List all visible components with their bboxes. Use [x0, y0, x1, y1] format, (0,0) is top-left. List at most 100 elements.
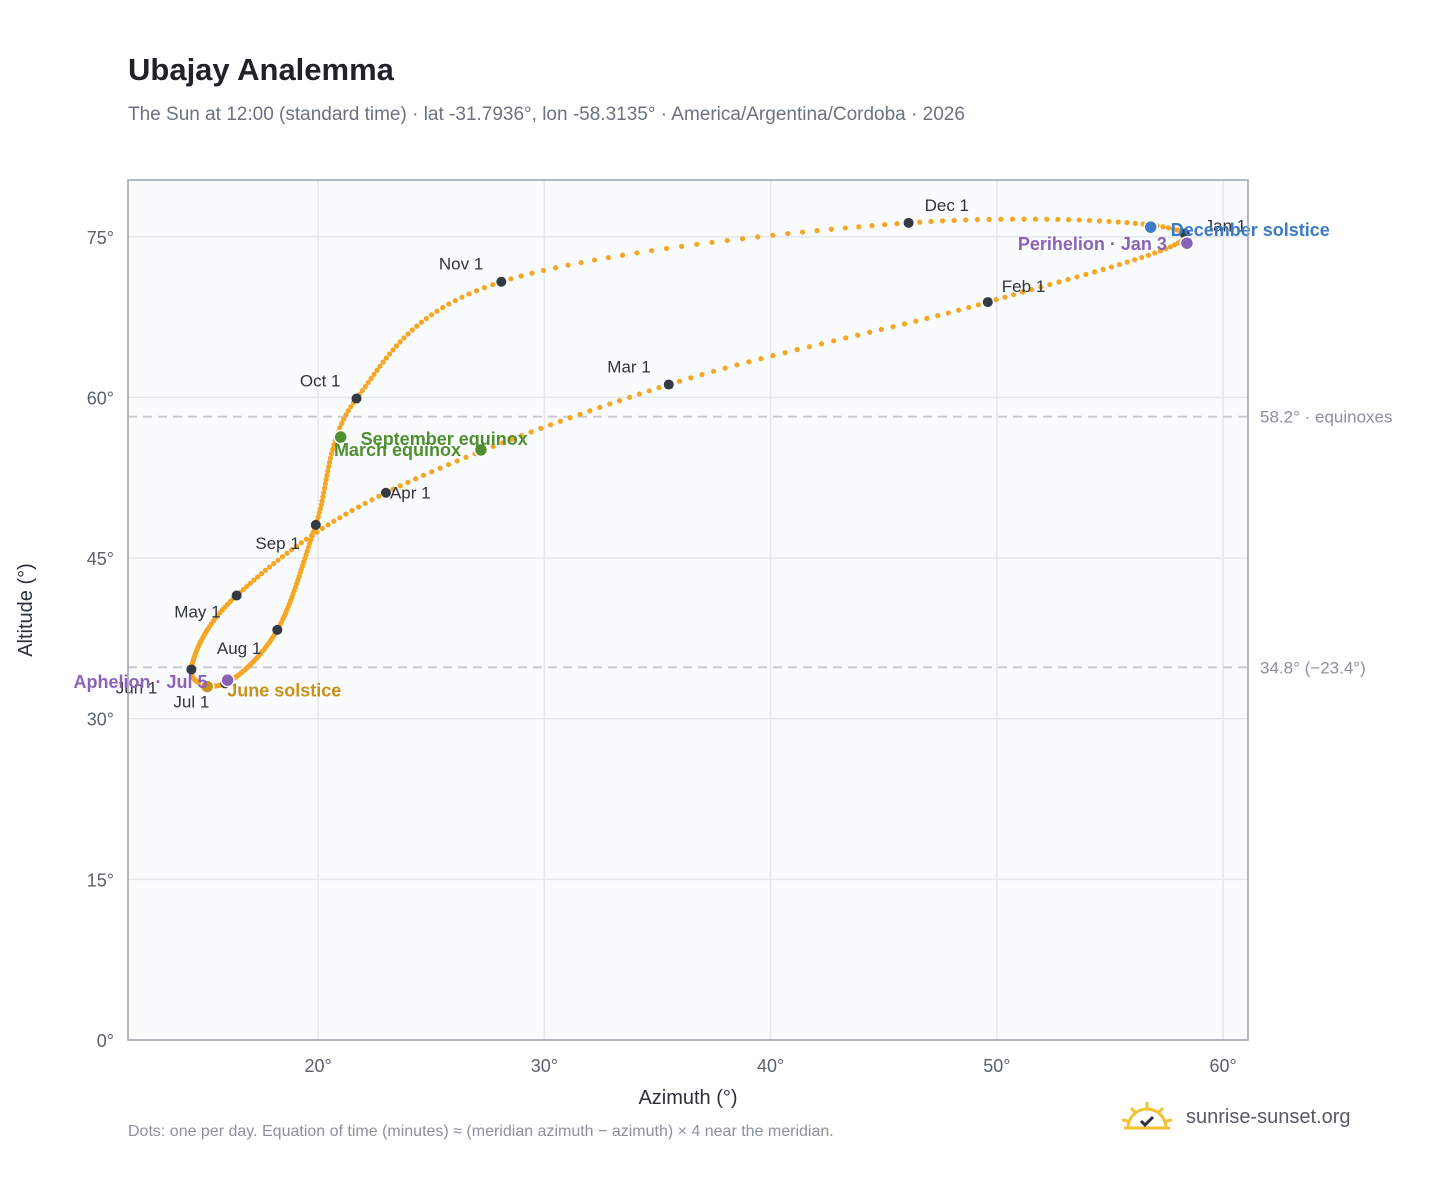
event-label: December solstice [1171, 220, 1330, 240]
daily-dot [437, 465, 443, 471]
daily-dot [508, 276, 514, 282]
daily-dot [913, 318, 919, 324]
daily-dot [331, 442, 337, 448]
daily-dot [331, 518, 337, 524]
daily-dot [529, 270, 535, 276]
month-label: Mar 1 [607, 358, 650, 377]
daily-dot [1074, 274, 1080, 280]
daily-dot [345, 408, 351, 414]
y-tick-label: 0° [97, 1031, 114, 1051]
daily-dot [445, 461, 452, 468]
daily-dot [710, 368, 717, 374]
daily-dot [343, 412, 349, 418]
y-tick-label: 60° [87, 388, 114, 408]
daily-dot [587, 408, 593, 414]
brand-name[interactable]: sunrise-sunset.org [1186, 1105, 1351, 1128]
daily-dot [1106, 218, 1112, 225]
daily-dot [368, 375, 374, 382]
daily-dot [856, 224, 862, 230]
month-marker [186, 664, 197, 675]
daily-dot [275, 557, 281, 563]
month-marker [903, 217, 914, 228]
daily-dot [466, 291, 472, 297]
daily-dot [1152, 250, 1158, 256]
daily-dot [1124, 220, 1130, 226]
daily-dot [626, 394, 633, 400]
event-label: Aphelion · Jul 5 [74, 672, 208, 692]
event-label: June solstice [227, 681, 341, 701]
chart-subtitle: The Sun at 12:00 (standard time) · lat -… [128, 104, 965, 125]
daily-dot [939, 218, 946, 224]
daily-dot [634, 250, 640, 256]
daily-dot [619, 252, 626, 258]
daily-dot [324, 472, 330, 478]
daily-dot [1132, 220, 1138, 226]
daily-dot [843, 335, 849, 341]
month-label: Jun 1 [116, 678, 158, 697]
y-tick-label: 75° [87, 228, 114, 248]
daily-dot [1066, 217, 1072, 223]
daily-dot [454, 458, 460, 464]
daily-dot [446, 301, 452, 307]
daily-dot [699, 371, 705, 378]
daily-dot [1029, 287, 1035, 293]
daily-dot [258, 571, 265, 577]
month-label: Aug 1 [217, 639, 261, 658]
daily-dot [322, 481, 328, 487]
daily-dot [855, 332, 861, 338]
daily-dot [420, 472, 427, 478]
daily-dot [473, 288, 480, 294]
daily-dot [240, 586, 246, 593]
daily-dot [374, 367, 380, 373]
daily-dot [359, 387, 366, 394]
daily-dot [326, 464, 332, 470]
daily-dot [452, 297, 458, 304]
daily-dot [1056, 279, 1062, 285]
daily-dot [423, 315, 429, 322]
month-label: Jan 1 [1205, 217, 1247, 236]
daily-dot [1044, 216, 1050, 222]
daily-dot [518, 432, 525, 439]
daily-dot [1124, 259, 1130, 265]
daily-dot [341, 416, 347, 422]
month-label: Oct 1 [300, 371, 341, 390]
daily-dot [405, 479, 411, 485]
plot-frame [127, 179, 1249, 1041]
daily-dot [894, 221, 900, 227]
daily-dot [316, 510, 322, 516]
daily-dot [255, 574, 261, 580]
daily-dot [794, 347, 800, 353]
daily-dot [1076, 217, 1082, 223]
daily-dot [806, 344, 812, 350]
daily-dot [828, 226, 834, 232]
brand[interactable]: sunrise-sunset.org [1120, 1100, 1351, 1134]
daily-dot [339, 420, 345, 427]
daily-dot [1038, 284, 1044, 290]
daily-dot [321, 485, 328, 491]
daily-dot [917, 219, 923, 225]
daily-dot [459, 294, 465, 300]
daily-dot [397, 483, 403, 489]
daily-dot [390, 347, 396, 353]
daily-dot [303, 536, 310, 542]
daily-dot [244, 583, 250, 590]
daily-dot [818, 341, 825, 347]
daily-dot [924, 315, 930, 321]
daily-dot [799, 229, 806, 235]
daily-dot [481, 285, 487, 291]
month-label: May 1 [174, 603, 220, 622]
daily-dot [1083, 271, 1089, 277]
daily-dot [509, 436, 515, 442]
daily-dot [945, 310, 951, 316]
daily-dot [1011, 292, 1017, 298]
daily-dot [279, 554, 286, 560]
daily-dot [540, 267, 547, 274]
month-marker [380, 487, 391, 498]
daily-dot [262, 567, 269, 573]
month-marker [663, 379, 674, 390]
event-marker [1143, 219, 1158, 235]
daily-dot [434, 308, 440, 314]
daily-dot [293, 543, 300, 549]
daily-dot [298, 540, 304, 546]
